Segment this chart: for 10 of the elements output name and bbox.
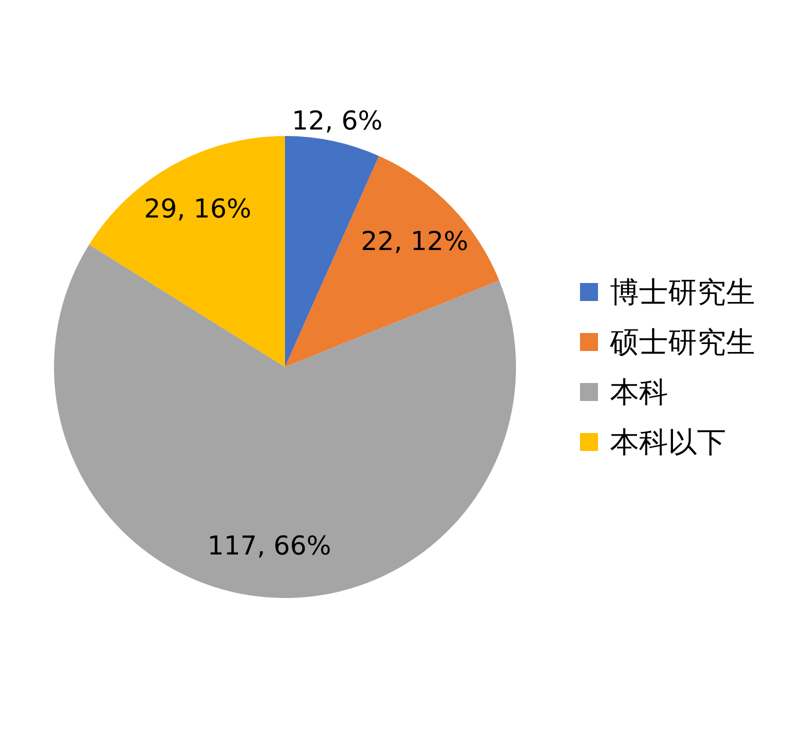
legend-label: 博士研究生 bbox=[610, 275, 755, 309]
pie-slice bbox=[89, 136, 285, 367]
data-label: 22, 12% bbox=[360, 226, 468, 257]
legend-label: 硕士研究生 bbox=[609, 325, 755, 359]
legend-label: 本科以下 bbox=[610, 425, 726, 459]
data-label: 117, 66% bbox=[207, 531, 332, 562]
pie-slice bbox=[285, 156, 500, 367]
legend-label: 本科 bbox=[610, 375, 668, 409]
data-label: 12, 6% bbox=[292, 106, 383, 136]
data-label: 29, 16% bbox=[144, 194, 252, 224]
